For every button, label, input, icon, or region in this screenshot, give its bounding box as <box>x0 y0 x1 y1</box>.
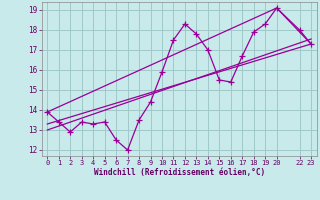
X-axis label: Windchill (Refroidissement éolien,°C): Windchill (Refroidissement éolien,°C) <box>94 168 265 177</box>
